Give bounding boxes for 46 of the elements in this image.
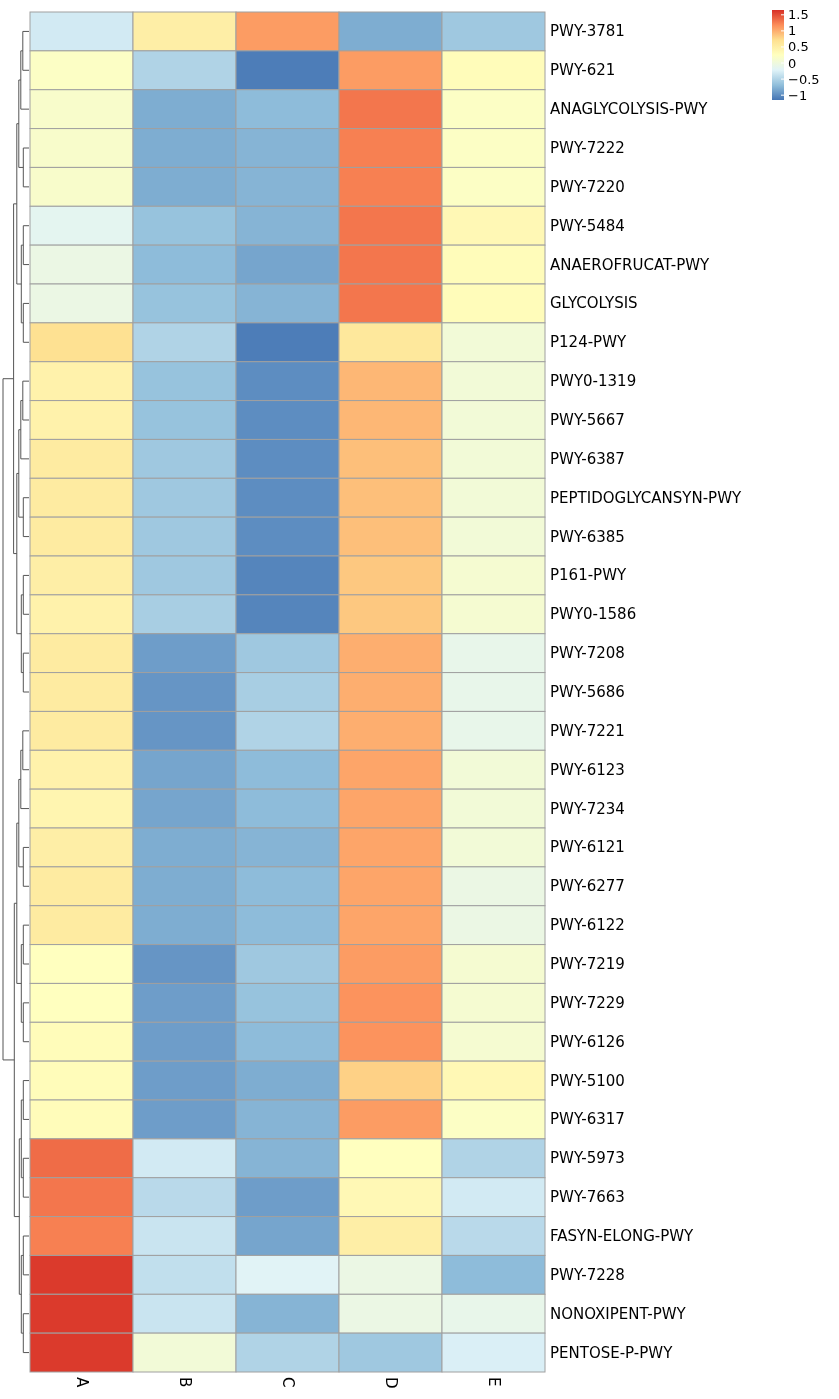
- y-tick-label: PWY0-1319: [550, 372, 637, 391]
- y-tick-label: PWY-7229: [550, 993, 625, 1012]
- y-tick-label: PWY-7663: [550, 1188, 625, 1207]
- y-tick-label: PEPTIDOGLYCANSYN-PWY: [550, 488, 742, 507]
- y-tick-label: ANAEROFRUCAT-PWY: [550, 255, 711, 274]
- x-tick-label: C: [278, 1377, 297, 1388]
- y-tick-label: PWY-6387: [550, 449, 625, 468]
- y-tick-label: P161-PWY: [550, 566, 627, 585]
- y-tick-label: PWY-6385: [550, 527, 625, 546]
- y-tick-label: PWY-621: [550, 61, 616, 80]
- y-tick-label: PWY-7208: [550, 644, 625, 663]
- color-bar-label: −1: [788, 87, 808, 103]
- y-tick-label: PWY-5484: [550, 216, 625, 235]
- y-tick-label: PWY-3781: [550, 22, 625, 41]
- y-tick-label: PWY-6123: [550, 760, 625, 779]
- y-tick-label: PWY-5973: [550, 1149, 625, 1168]
- color-bar-label: 0: [788, 55, 797, 71]
- y-tick-label: PWY-6121: [550, 838, 625, 857]
- y-tick-label: PWY-7219: [550, 955, 625, 973]
- y-tick-label: PWY-7221: [550, 721, 625, 740]
- y-tick-label: PWY-5686: [550, 683, 625, 701]
- y-tick-label: FASYN-ELONG-PWY: [550, 1227, 695, 1245]
- color-bar-label: 0.5: [788, 39, 809, 55]
- y-tick-label: PWY-6126: [550, 1032, 625, 1051]
- y-tick-label: PWY-6277: [550, 877, 625, 896]
- y-tick-label: PWY-5667: [550, 411, 625, 429]
- y-tick-label: PWY-6122: [550, 916, 625, 935]
- y-tick-label: GLYCOLYSIS: [550, 294, 638, 313]
- x-tick-label: D: [381, 1377, 400, 1389]
- y-tick-label: PWY-7228: [550, 1265, 625, 1284]
- color-bar-label: 1: [788, 23, 797, 39]
- y-tick-label: PWY-6317: [550, 1110, 625, 1129]
- y-tick-label: PWY-5100: [550, 1071, 625, 1090]
- y-tick-label: PWY-7220: [550, 177, 625, 196]
- y-tick-label: PWY-7222: [550, 139, 625, 157]
- y-tick-label: PWY-7234: [550, 799, 625, 818]
- y-tick-label: PENTOSE-P-PWY: [550, 1343, 674, 1362]
- y-tick-label: ANAGLYCOLYSIS-PWY: [550, 100, 709, 119]
- color-bar-label: 1.5: [788, 7, 809, 23]
- x-tick-label: A: [72, 1377, 91, 1388]
- x-tick-label: E: [484, 1377, 503, 1387]
- y-tick-label: PWY0-1586: [550, 605, 637, 624]
- y-tick-label: NONOXIPENT-PWY: [550, 1304, 687, 1323]
- y-tick-label: P124-PWY: [550, 333, 627, 352]
- color-bar-label: −0.5: [788, 71, 820, 87]
- x-tick-label: B: [175, 1377, 194, 1388]
